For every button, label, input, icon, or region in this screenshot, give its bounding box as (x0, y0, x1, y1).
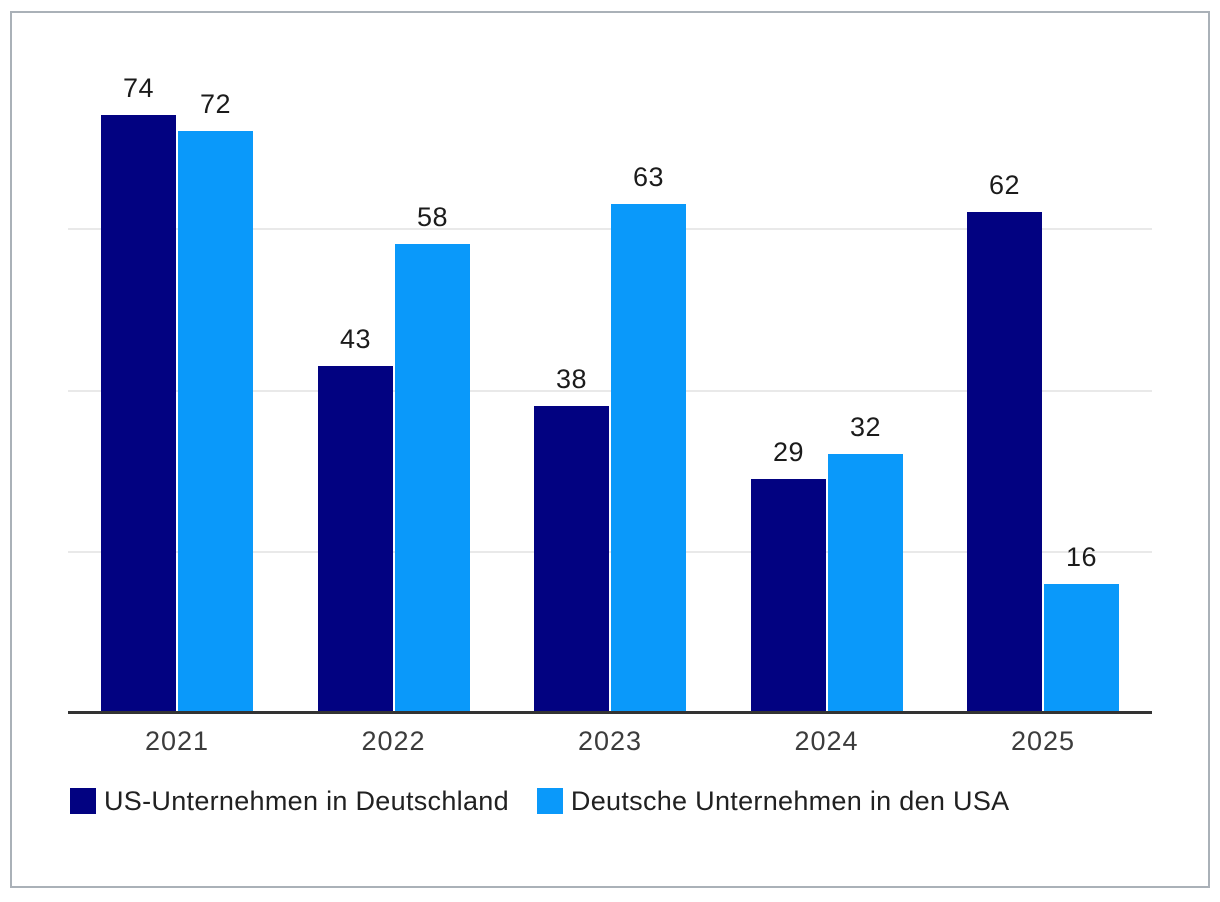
legend-swatch-navy (70, 788, 96, 814)
bar-2024-us-unternehmen-in-deutschland (751, 479, 826, 713)
gridline-40 (68, 390, 1152, 392)
bar-2025-deutsche-unternehmen-in-den-usa (1044, 584, 1119, 713)
bar-value-2023-deutsche-unternehmen-in-den-usa: 63 (632, 162, 665, 192)
bar-2023-deutsche-unternehmen-in-den-usa (611, 204, 686, 713)
bar-value-2025-deutsche-unternehmen-in-den-usa: 16 (1065, 542, 1098, 572)
x-tick-2023: 2023 (577, 726, 643, 756)
bar-2021-us-unternehmen-in-deutschland (101, 115, 176, 713)
bar-value-2023-us-unternehmen-in-deutschland: 38 (555, 364, 588, 394)
gridline-60 (68, 228, 1152, 230)
legend-item-us-unternehmen-in-deutschland: US-Unternehmen in Deutschland (70, 786, 509, 816)
bar-2022-us-unternehmen-in-deutschland (318, 366, 393, 713)
legend-label-us-unternehmen-in-deutschland: US-Unternehmen in Deutschland (104, 786, 509, 816)
legend: US-Unternehmen in Deutschland Deutsche U… (70, 786, 1009, 816)
bar-value-2024-us-unternehmen-in-deutschland: 29 (772, 437, 805, 467)
bar-value-2024-deutsche-unternehmen-in-den-usa: 32 (849, 412, 882, 442)
bar-2022-deutsche-unternehmen-in-den-usa (395, 244, 470, 713)
x-axis (68, 711, 1152, 714)
bar-value-2021-deutsche-unternehmen-in-den-usa: 72 (199, 89, 232, 119)
legend-swatch-lightblue (536, 788, 563, 814)
bar-2024-deutsche-unternehmen-in-den-usa (828, 454, 903, 713)
legend-label-deutsche-unternehmen-in-den-usa: Deutsche Unternehmen in den USA (570, 786, 1010, 816)
bar-value-2022-us-unternehmen-in-deutschland: 43 (339, 324, 372, 354)
bar-2023-us-unternehmen-in-deutschland (534, 406, 609, 713)
bar-value-2021-us-unternehmen-in-deutschland: 74 (122, 73, 155, 103)
gridline-20 (68, 551, 1152, 553)
x-tick-2022: 2022 (361, 726, 426, 756)
x-tick-2025: 2025 (1010, 726, 1076, 756)
legend-item-deutsche-unternehmen-in-den-usa: Deutsche Unternehmen in den USA (536, 786, 1010, 816)
bar-value-2022-deutsche-unternehmen-in-den-usa: 58 (416, 202, 449, 232)
bar-2025-us-unternehmen-in-deutschland (967, 212, 1042, 713)
x-tick-2024: 2024 (794, 726, 859, 756)
bar-value-2025-us-unternehmen-in-deutschland: 62 (988, 170, 1021, 200)
bar-2021-deutsche-unternehmen-in-den-usa (178, 131, 253, 713)
x-tick-2021: 2021 (144, 726, 210, 756)
